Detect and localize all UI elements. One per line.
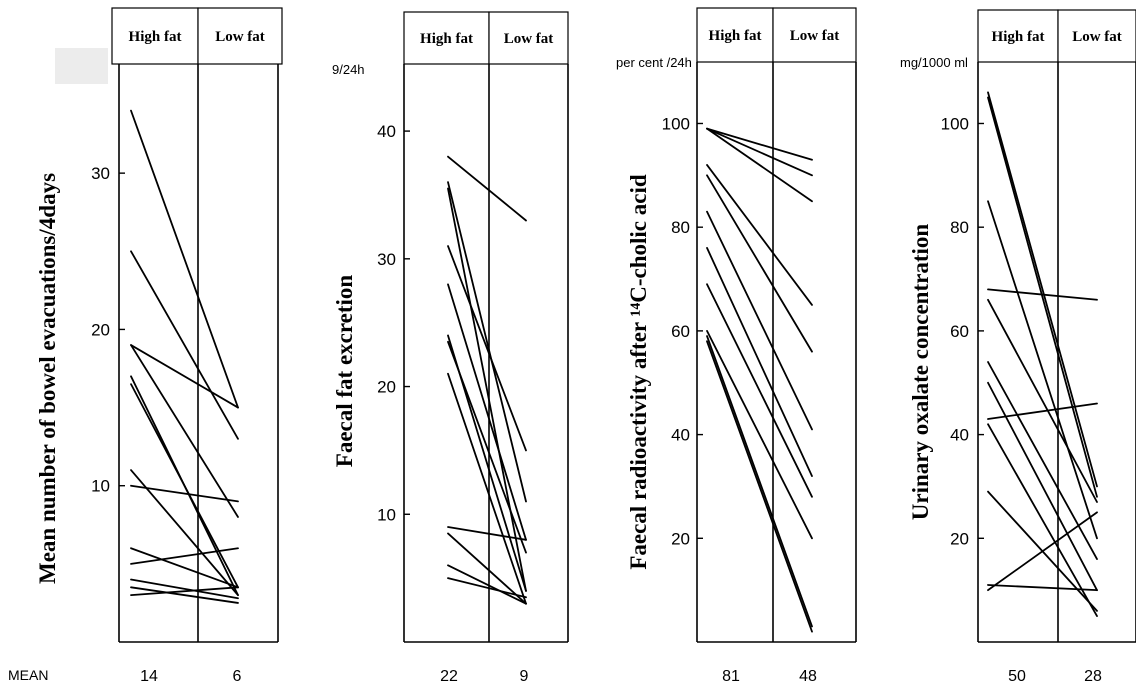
background-patch	[55, 48, 108, 84]
series-line-3	[706, 127, 813, 203]
y-tick-label: 20	[91, 320, 110, 339]
series-line-5	[987, 298, 1098, 503]
series-line-9	[447, 526, 527, 541]
series-line-8	[130, 484, 239, 503]
series-line-3	[447, 187, 527, 592]
series-line-4	[987, 288, 1098, 301]
series-line-6	[987, 361, 1098, 560]
header-box-high-fat	[696, 7, 774, 63]
y-axis-title: Faecal fat excretion	[332, 275, 357, 468]
series-line-2	[706, 127, 813, 177]
series-line-5	[706, 174, 813, 353]
mean-value-low-fat: 28	[1084, 668, 1102, 685]
header-box-low-fat	[772, 7, 857, 63]
header-box-high-fat	[111, 7, 199, 65]
y-tick-label: 20	[671, 529, 690, 548]
series-line-6	[706, 210, 813, 431]
y-axis-title: Faecal radioactivity after ¹⁴C-cholic ac…	[626, 174, 651, 570]
series-line-1	[130, 109, 239, 409]
y-unit-label: 9/24h	[332, 62, 365, 77]
y-tick-label: 10	[377, 505, 396, 524]
y-tick-label: 60	[950, 322, 969, 341]
series-line-11	[987, 584, 1098, 592]
y-tick-label: 40	[671, 426, 690, 445]
header-box-low-fat	[1057, 9, 1136, 63]
header-box-high-fat	[403, 11, 490, 65]
header-label-high-fat: High fat	[129, 29, 182, 45]
mean-row-label: MEAN	[8, 667, 48, 683]
header-box-high-fat	[977, 9, 1059, 63]
header-box-low-fat	[197, 7, 283, 65]
header-label-low-fat: Low fat	[504, 31, 554, 47]
mean-value-high-fat: 81	[722, 668, 740, 685]
series-line-1	[987, 91, 1098, 488]
y-tick-label: 80	[950, 218, 969, 237]
header-label-high-fat: High fat	[992, 29, 1045, 45]
series-line-8	[987, 402, 1098, 420]
series-line-6	[130, 383, 239, 589]
mean-value-low-fat: 6	[233, 668, 242, 685]
header-label-high-fat: High fat	[420, 31, 473, 47]
header-box-low-fat	[488, 11, 569, 65]
y-tick-label: 20	[377, 378, 396, 397]
mean-value-low-fat: 48	[799, 668, 817, 685]
header-label-low-fat: Low fat	[215, 29, 265, 45]
y-tick-label: 40	[950, 426, 969, 445]
chart-panel-1: High fat Low fat 10 20 30 Mean number of bowe…	[35, 7, 283, 685]
y-tick-label: 40	[377, 122, 396, 141]
mean-value-high-fat: 22	[440, 668, 458, 685]
series-line-3	[130, 344, 239, 409]
y-tick-label: 30	[377, 250, 396, 269]
y-tick-label: 60	[671, 322, 690, 341]
series-line-7	[706, 247, 813, 477]
series-line-11	[447, 564, 527, 605]
y-tick-label: 20	[950, 529, 969, 548]
mean-value-high-fat: 14	[140, 668, 158, 685]
series-line-11	[130, 578, 239, 600]
y-axis-title: Urinary oxalate concentration	[908, 224, 933, 521]
series-line-9	[987, 423, 1098, 617]
series-line-4	[130, 344, 239, 518]
mean-value-high-fat: 50	[1008, 668, 1026, 685]
series-line-8	[447, 372, 527, 605]
series-line-9	[130, 547, 239, 589]
y-unit-label: mg/1000 ml	[900, 55, 968, 70]
series-line-4	[706, 164, 813, 306]
series-line-10	[130, 547, 239, 565]
y-tick-label: 100	[662, 114, 690, 133]
chart-panel-3: High fat Low fat 20 40 60 80 100 per cent /24h F…	[616, 7, 857, 685]
series-line-9	[706, 329, 813, 540]
series-line-1	[706, 127, 813, 161]
series-line-5	[447, 283, 527, 541]
header-label-high-fat: High fat	[709, 28, 762, 44]
series-line-11	[706, 340, 813, 633]
y-tick-label: 10	[91, 477, 110, 496]
y-unit-label: per cent /24h	[616, 55, 692, 70]
series-line-12	[130, 586, 239, 604]
series-line-12	[447, 577, 527, 599]
series-line-3	[987, 200, 1098, 540]
series-line-12	[987, 511, 1098, 592]
chart-panel-4: High fat Low fat 20 40 60 80 100 mg/1000 ml Urin…	[900, 9, 1136, 685]
series-line-2	[987, 96, 1098, 498]
y-tick-label: 100	[941, 114, 969, 133]
series-line-1	[447, 155, 527, 222]
series-line-7	[447, 340, 527, 554]
y-axis-title: Mean number of bowel evacuations/4days	[35, 173, 60, 584]
header-label-low-fat: Low fat	[790, 28, 840, 44]
series-line-4	[447, 245, 527, 452]
chart-panel-2: High fat Low fat 10 20 30 40 9/24h Faecal fat e…	[332, 11, 569, 685]
y-tick-label: 30	[91, 164, 110, 183]
series-line-2	[130, 250, 239, 440]
mean-value-low-fat: 9	[520, 668, 529, 685]
y-tick-label: 80	[671, 218, 690, 237]
series-line-8	[706, 283, 813, 498]
series-line-10	[706, 335, 813, 628]
series-line-13	[130, 586, 239, 597]
series-line-7	[130, 469, 239, 597]
header-label-low-fat: Low fat	[1072, 29, 1122, 45]
series-line-2	[447, 181, 527, 503]
series-line-10	[447, 532, 527, 605]
